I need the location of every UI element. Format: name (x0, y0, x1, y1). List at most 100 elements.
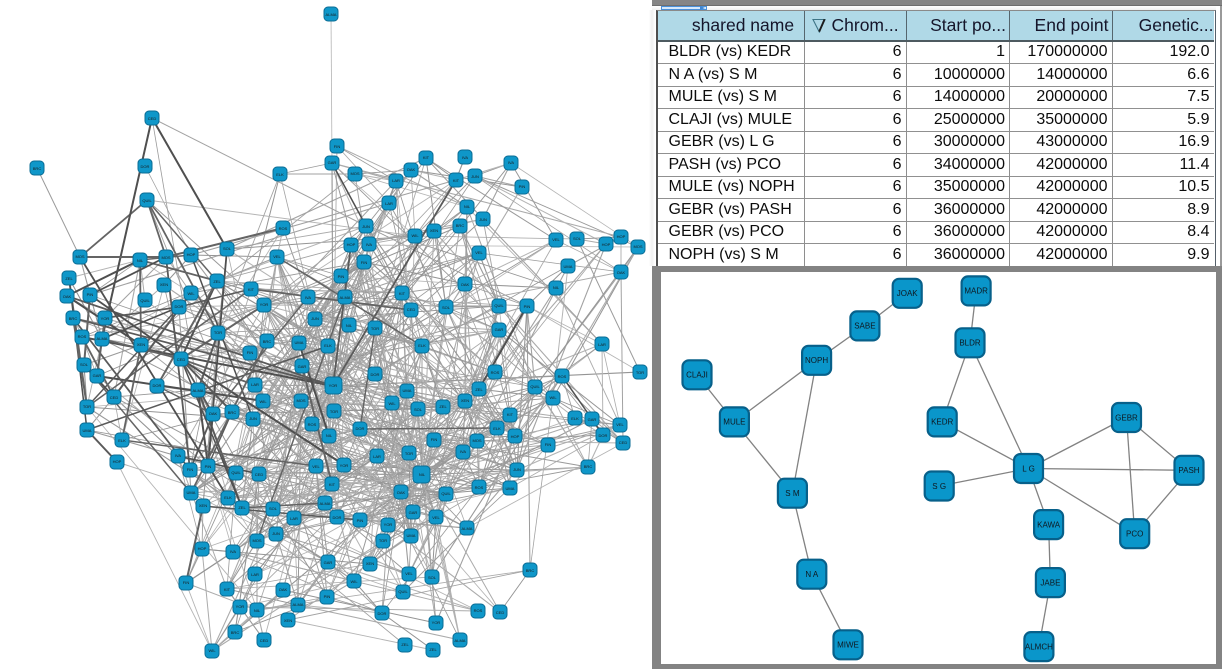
svg-text:YOR: YOR (260, 302, 269, 307)
svg-text:SOL: SOL (269, 506, 278, 511)
svg-text:SOL: SOL (442, 305, 451, 310)
svg-text:DOR: DOR (141, 164, 150, 169)
svg-text:BRC: BRC (33, 166, 42, 171)
svg-text:CED: CED (255, 472, 264, 477)
svg-text:ELK: ELK (118, 438, 126, 443)
svg-text:KIT: KIT (248, 287, 255, 292)
svg-text:NIL: NIL (137, 258, 144, 263)
svg-text:MOS: MOS (472, 438, 481, 443)
svg-text:ELK: ELK (224, 495, 232, 500)
svg-text:OAK: OAK (209, 411, 218, 416)
svg-text:XEN: XEN (137, 342, 145, 347)
svg-text:BRC: BRC (263, 339, 272, 344)
svg-text:ELK: ELK (571, 416, 579, 421)
svg-text:PIN: PIN (357, 518, 364, 523)
svg-text:JABE: JABE (1040, 578, 1060, 587)
svg-text:ALMA: ALMA (326, 12, 337, 17)
svg-text:OAK: OAK (397, 490, 406, 495)
svg-text:UMA: UMA (295, 340, 304, 345)
svg-text:QUIL: QUIL (231, 470, 241, 475)
svg-text:NIL: NIL (464, 204, 471, 209)
svg-text:KIT: KIT (399, 291, 406, 296)
svg-text:UMA: UMA (564, 264, 573, 269)
svg-text:LAR: LAR (251, 572, 259, 577)
svg-text:GAR: GAR (495, 327, 504, 332)
svg-text:HOP: HOP (617, 234, 626, 239)
svg-text:PIN: PIN (338, 274, 345, 279)
svg-text:NOPH: NOPH (805, 356, 828, 365)
svg-text:VEL: VEL (552, 237, 560, 242)
svg-text:HOP: HOP (602, 242, 611, 247)
svg-text:GEBR: GEBR (1115, 413, 1138, 422)
svg-text:ALMA: ALMA (193, 388, 204, 393)
svg-text:YOR: YOR (432, 620, 441, 625)
svg-text:L G: L G (1022, 464, 1035, 473)
svg-text:FIN: FIN (334, 144, 341, 149)
svg-text:TOR: TOR (214, 330, 222, 335)
svg-text:ELK: ELK (418, 343, 426, 348)
svg-text:BRC: BRC (456, 223, 465, 228)
svg-text:JUN: JUN (471, 174, 479, 179)
svg-text:ELK: ELK (493, 426, 501, 431)
svg-text:ROS: ROS (308, 422, 317, 427)
svg-text:DOR: DOR (175, 304, 184, 309)
svg-text:UMA: UMA (187, 490, 196, 495)
svg-text:ROS: ROS (491, 370, 500, 375)
svg-text:VEL: VEL (312, 464, 320, 469)
svg-text:KIT: KIT (453, 178, 460, 183)
svg-text:BRC: BRC (69, 316, 78, 321)
svg-text:MIWE: MIWE (837, 640, 859, 649)
svg-text:YOR: YOR (340, 463, 349, 468)
svg-text:KIT: KIT (224, 587, 231, 592)
svg-text:CED: CED (177, 357, 186, 362)
svg-text:NIL: NIL (254, 608, 261, 613)
svg-text:QUIL: QUIL (142, 198, 152, 203)
svg-text:MOS: MOS (350, 171, 359, 176)
svg-text:CLAJI: CLAJI (686, 370, 708, 379)
svg-text:VEL: VEL (273, 254, 281, 259)
svg-text:QUIL: QUIL (530, 384, 540, 389)
svg-text:ZEL: ZEL (213, 279, 221, 284)
svg-text:YOR: YOR (101, 316, 110, 321)
svg-text:WIL: WIL (411, 233, 419, 238)
svg-text:XEN: XEN (160, 282, 168, 287)
svg-text:JUN: JUN (479, 217, 487, 222)
svg-text:NIL: NIL (346, 323, 353, 328)
svg-text:WIL: WIL (549, 395, 557, 400)
svg-text:ALMA: ALMA (320, 501, 331, 506)
svg-text:WIL: WIL (187, 291, 195, 296)
svg-text:TOR: TOR (405, 451, 413, 456)
svg-text:QUIL: QUIL (494, 303, 504, 308)
svg-text:WIL: WIL (350, 579, 358, 584)
svg-text:UMA: UMA (407, 533, 416, 538)
svg-text:LAR: LAR (290, 516, 298, 521)
svg-text:ROS: ROS (558, 374, 567, 379)
svg-text:HOP: HOP (347, 242, 356, 247)
svg-text:IVA: IVA (230, 549, 236, 554)
svg-text:WIL: WIL (208, 648, 216, 653)
svg-text:DOR: DOR (153, 383, 162, 388)
svg-text:TOR: TOR (83, 404, 91, 409)
svg-text:SOL: SOL (414, 407, 423, 412)
svg-text:TOR: TOR (330, 409, 338, 414)
svg-text:BRC: BRC (526, 568, 535, 573)
svg-text:KIT: KIT (329, 482, 336, 487)
svg-text:IVA: IVA (366, 242, 372, 247)
svg-text:ZEL: ZEL (429, 647, 437, 652)
svg-text:OAK: OAK (279, 587, 288, 592)
svg-text:XEN: XEN (284, 618, 292, 623)
svg-text:IVA: IVA (462, 155, 468, 160)
svg-text:HOP: HOP (113, 459, 122, 464)
svg-text:GAR: GAR (324, 560, 333, 565)
svg-text:MULE: MULE (723, 417, 745, 426)
svg-text:IVA: IVA (175, 453, 181, 458)
svg-text:KIT: KIT (423, 155, 430, 160)
svg-text:UMA: UMA (83, 428, 92, 433)
svg-text:YOR: YOR (329, 383, 338, 388)
svg-text:OAK: OAK (617, 270, 626, 275)
svg-text:PIN: PIN (524, 304, 531, 309)
svg-text:PCO: PCO (1126, 529, 1143, 538)
svg-text:PIN: PIN (519, 184, 526, 189)
svg-text:FIN: FIN (247, 350, 254, 355)
svg-text:FIN: FIN (361, 260, 368, 265)
